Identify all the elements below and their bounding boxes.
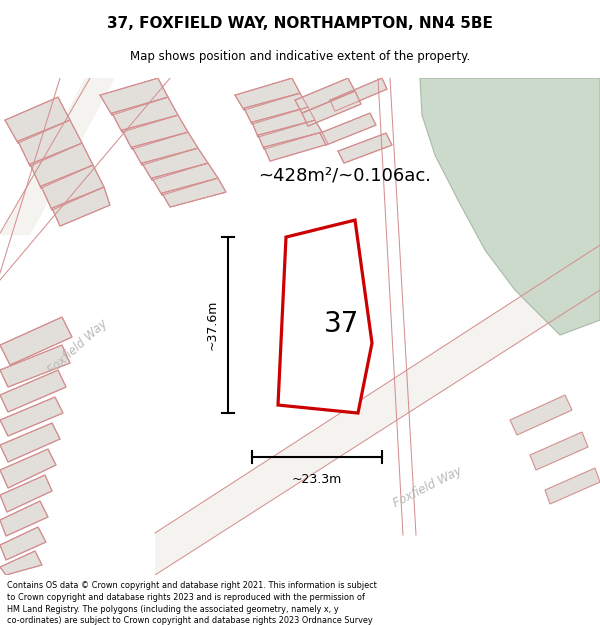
Polygon shape [100,78,168,115]
Polygon shape [0,397,63,436]
Polygon shape [52,187,110,226]
Polygon shape [122,115,188,149]
Polygon shape [0,449,56,488]
Text: Contains OS data © Crown copyright and database right 2021. This information is : Contains OS data © Crown copyright and d… [7,581,377,625]
Polygon shape [30,143,93,188]
Text: ~428m²/~0.106ac.: ~428m²/~0.106ac. [259,166,431,184]
Polygon shape [162,178,226,207]
Polygon shape [530,432,588,470]
Polygon shape [0,78,115,235]
Text: Foxfield Way: Foxfield Way [391,464,464,510]
Polygon shape [420,78,600,335]
Polygon shape [0,551,42,575]
Text: Map shows position and indicative extent of the property.: Map shows position and indicative extent… [130,50,470,62]
Polygon shape [320,113,376,145]
Polygon shape [330,78,387,111]
Polygon shape [295,78,355,113]
Polygon shape [0,475,52,512]
Text: ~37.6m: ~37.6m [205,300,218,350]
Text: 37, FOXFIELD WAY, NORTHAMPTON, NN4 5BE: 37, FOXFIELD WAY, NORTHAMPTON, NN4 5BE [107,16,493,31]
Polygon shape [264,132,328,161]
Polygon shape [302,91,361,126]
Polygon shape [0,370,66,412]
Polygon shape [0,423,60,462]
Polygon shape [0,501,48,536]
Polygon shape [132,132,198,165]
Polygon shape [0,345,70,387]
Polygon shape [244,93,308,124]
Polygon shape [235,78,300,110]
Polygon shape [545,468,600,504]
Polygon shape [0,527,46,560]
Text: 37: 37 [324,309,359,338]
Polygon shape [41,165,104,210]
Polygon shape [510,395,572,435]
Text: Foxfield Way: Foxfield Way [46,317,110,377]
Polygon shape [258,120,322,149]
Polygon shape [338,133,392,163]
Polygon shape [5,97,70,143]
Polygon shape [112,97,178,132]
Text: ~23.3m: ~23.3m [292,472,342,486]
Polygon shape [18,120,82,166]
Polygon shape [252,107,315,137]
Polygon shape [278,220,372,413]
Polygon shape [0,317,72,365]
Polygon shape [152,163,218,195]
Polygon shape [142,148,208,180]
Polygon shape [155,245,600,575]
